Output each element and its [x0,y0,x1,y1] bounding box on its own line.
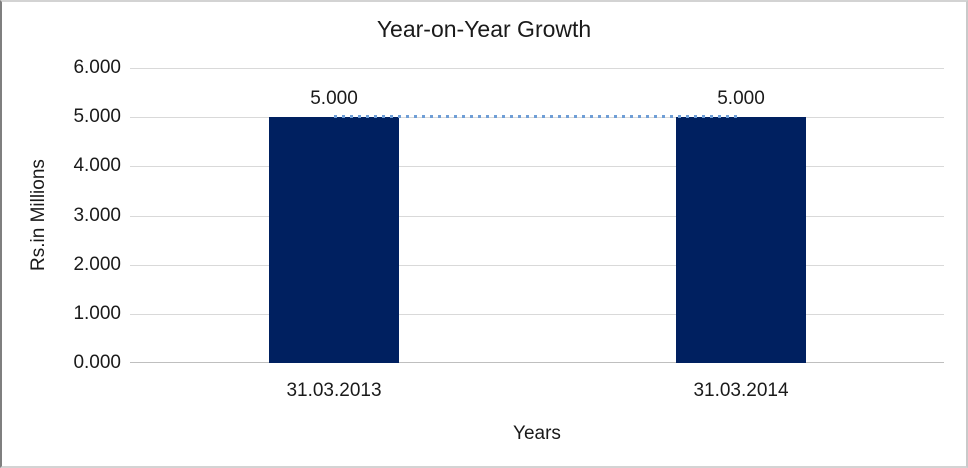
ytick-label: 6.000 [73,57,121,78]
plot-area: 5.000 5.000 [130,68,944,363]
ytick-label: 4.000 [73,155,121,177]
x-axis-title: Years [513,423,561,444]
trend-line [334,115,741,118]
bar-31.03.2014 [676,117,806,363]
ytick-label: 1.000 [73,302,121,324]
ytick-label: 2.000 [73,253,121,275]
chart-title: Year-on-Year Growth [376,16,592,42]
gridline [130,216,944,217]
bar-data-label: 5.000 [717,88,765,109]
ytick-label: 3.000 [73,204,121,226]
bar-31.03.2013 [269,117,399,363]
bar-data-label: 5.000 [310,88,358,109]
gridline [130,166,944,167]
ytick-label: 5.000 [73,106,121,128]
ytick-label: 0.000 [73,352,121,373]
category-label: 31.03.2014 [693,380,789,401]
category-label: 31.03.2013 [286,380,382,401]
gridline [130,314,944,315]
gridline [130,265,944,266]
x-axis-baseline [130,362,944,363]
gridline [130,68,944,69]
